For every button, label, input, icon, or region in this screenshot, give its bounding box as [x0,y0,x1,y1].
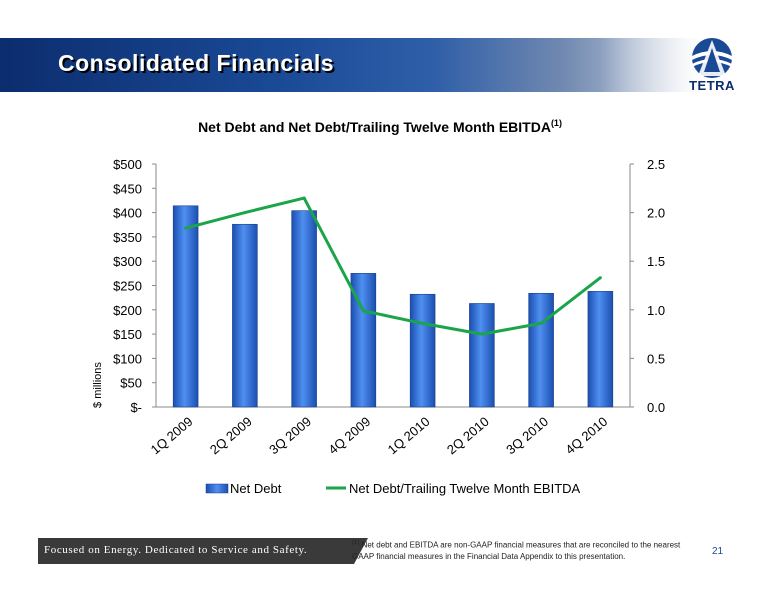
y-tick-label-left: $450 [113,181,142,196]
bar-net-debt [528,292,554,408]
line-point-net-debt-ebitda [598,276,602,280]
chart: Net Debt and Net Debt/Trailing Twelve Mo… [92,118,665,496]
bar-net-debt [172,205,199,408]
y-tick-label-left: $100 [113,351,142,366]
footnote-marker: (1) [352,540,360,546]
bar-net-debt [291,210,317,408]
line-point-net-debt-ebitda [243,211,247,215]
x-tick-label: 1Q 2009 [148,414,196,458]
banner-fade [600,38,700,92]
header-banner: Consolidated Financials [0,38,700,92]
chart-title-text: Net Debt and Net Debt/Trailing Twelve Mo… [198,119,551,135]
plot-area: $- $50 $100 $150 $200 $250 $300 $350 $400 $450 $50… [113,157,665,457]
bar-net-debt [409,293,436,408]
chart-title-footnote-marker: (1) [551,118,562,128]
y-tick-label-right: 1.5 [647,254,665,269]
line-net-debt-ebitda [185,196,602,336]
x-tick-label: 4Q 2009 [325,414,373,458]
line-point-net-debt-ebitda [421,321,425,325]
x-tick-label: 3Q 2010 [503,414,551,458]
line-point-net-debt-ebitda [480,332,484,336]
x-tick-label: 3Q 2009 [266,414,314,458]
y-tick-label-left: $50 [120,376,142,391]
bar-net-debt [587,291,614,408]
tetra-logo-icon [692,38,732,78]
line-point-net-debt-ebitda [184,226,188,230]
y-tick-label-left: $200 [113,303,142,318]
y-tick-label-left: $500 [113,157,142,172]
line-point-net-debt-ebitda [361,309,365,313]
chart-title: Net Debt and Net Debt/Trailing Twelve Mo… [198,118,562,135]
y-axis-label: $ millions [92,362,104,408]
y-tick-label-right: 1.0 [647,303,665,318]
x-tick-label: 2Q 2009 [207,414,255,458]
x-tick-label: 2Q 2010 [444,414,492,458]
bar-net-debt [469,303,495,408]
y-tick-label-left: $- [130,400,142,415]
legend-swatch-net-debt [205,483,229,494]
y-tick-label-right: 0.0 [647,400,665,415]
y-tick-label-right: 2.5 [647,157,665,172]
legend: Net Debt Net Debt/Trailing Twelve Month E… [205,481,581,496]
tetra-logo: TETRA [680,36,744,96]
page-title: Consolidated Financials [58,50,335,76]
y-tick-label-left: $150 [113,327,142,342]
legend-label-net-debt: Net Debt [230,481,282,496]
footer-band-edge [354,538,368,564]
footnote: (1) Net debt and EBITDA are non-GAAP fin… [352,538,702,562]
logo-text: TETRA [689,78,735,93]
line-point-net-debt-ebitda [539,321,543,325]
y-tick-label-left: $300 [113,254,142,269]
bar-net-debt [232,223,258,408]
y-tick-label-right: 0.5 [647,351,665,366]
y-axis-label-group: $ millions [92,362,104,408]
legend-label-ratio: Net Debt/Trailing Twelve Month EBITDA [349,481,581,496]
page-number: 21 [712,546,724,557]
y-tick-label-right: 2.0 [647,206,665,221]
y-tick-label-left: $250 [113,279,142,294]
y-tick-label-left: $350 [113,230,142,245]
footer-tagline: Focused on Energy. Dedicated to Service … [44,544,308,556]
line-point-net-debt-ebitda [302,196,306,200]
x-tick-label: 4Q 2010 [562,414,610,458]
x-tick-label: 1Q 2010 [385,414,433,458]
y-tick-label-left: $400 [113,206,142,221]
footer-band: Focused on Energy. Dedicated to Service … [38,538,354,564]
footnote-text: Net debt and EBITDA are non-GAAP financi… [352,540,681,561]
